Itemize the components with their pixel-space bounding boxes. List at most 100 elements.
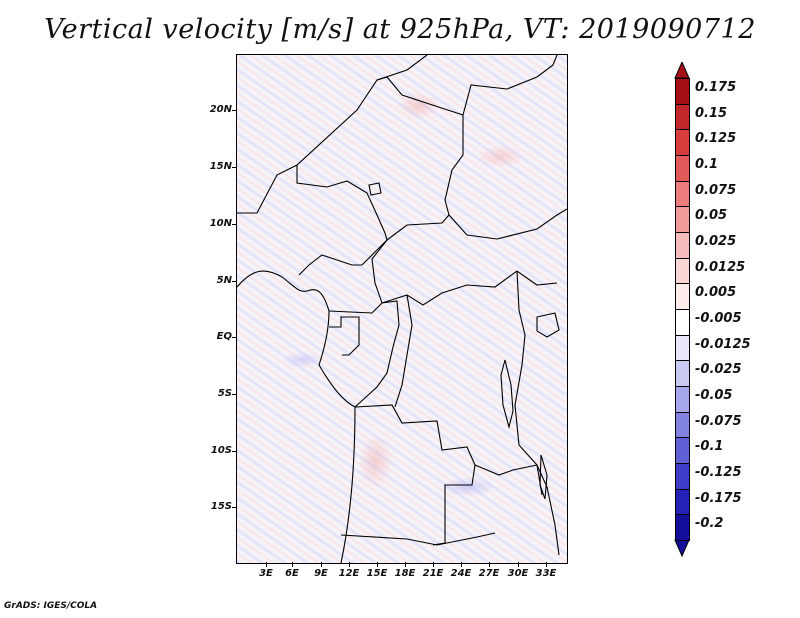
coastline bbox=[237, 270, 356, 563]
lon-tick bbox=[292, 562, 293, 567]
colorbar-tick bbox=[675, 257, 690, 259]
country-borders bbox=[237, 55, 567, 563]
border-east bbox=[536, 464, 560, 556]
colorbar-swatch bbox=[675, 206, 690, 232]
colorbar-tick bbox=[675, 514, 690, 516]
colorbar-bottom-triangle bbox=[674, 539, 690, 558]
lon-label-12e: 12E bbox=[338, 568, 360, 579]
lat-label-20n: 20N bbox=[209, 104, 232, 115]
colorbar-tick bbox=[675, 155, 690, 156]
lat-tick bbox=[232, 394, 237, 395]
colorbar-label: 0.15 bbox=[695, 105, 728, 121]
colorbar-tick bbox=[675, 283, 690, 285]
lon-tick bbox=[266, 562, 267, 567]
border-north-1 bbox=[237, 55, 428, 214]
lon-label-15e: 15E bbox=[366, 568, 388, 579]
lat-label-15n: 15N bbox=[209, 161, 232, 172]
lon-tick bbox=[433, 562, 434, 567]
colorbar-tick bbox=[675, 206, 690, 208]
colorbar-top-triangle bbox=[674, 62, 690, 79]
lon-tick bbox=[321, 562, 322, 567]
border-angola bbox=[354, 404, 476, 546]
colorbar-label: -0.1 bbox=[695, 439, 724, 455]
colorbar-label: 0.075 bbox=[695, 182, 737, 198]
colorbar-label: -0.175 bbox=[695, 490, 742, 506]
lat-tick bbox=[232, 110, 237, 111]
colorbar-swatch bbox=[675, 514, 690, 540]
lat-label-15s: 15S bbox=[210, 501, 232, 512]
colorbar-tick bbox=[675, 488, 690, 490]
colorbar-swatch bbox=[675, 463, 690, 489]
colorbar-tick bbox=[675, 232, 690, 233]
colorbar-tick bbox=[675, 129, 690, 131]
colorbar-swatch bbox=[675, 386, 690, 412]
lat-tick bbox=[232, 507, 237, 508]
colorbar-label: 0.05 bbox=[695, 208, 728, 224]
lat-label-5n: 5N bbox=[216, 275, 232, 286]
colorbar-tick bbox=[675, 103, 690, 105]
colorbar-tick bbox=[675, 540, 690, 541]
grads-credit: GrADS: IGES/COLA bbox=[4, 601, 98, 611]
colorbar-swatch bbox=[675, 78, 690, 105]
colorbar-label: -0.125 bbox=[695, 465, 742, 480]
lat-tick bbox=[232, 281, 237, 282]
lat-label-eq: EQ bbox=[216, 331, 232, 342]
border-zambia bbox=[474, 464, 538, 476]
lat-label-10n: 10N bbox=[209, 218, 232, 229]
colorbar-label: 0.1 bbox=[695, 157, 719, 172]
lon-label-21e: 21E bbox=[422, 568, 444, 579]
border-sahel bbox=[296, 165, 388, 276]
lon-tick bbox=[405, 562, 406, 567]
colorbar-swatch bbox=[675, 283, 690, 309]
lake-victoria bbox=[536, 312, 560, 338]
lon-tick bbox=[546, 562, 547, 567]
colorbar-tick bbox=[675, 411, 690, 413]
border-south bbox=[340, 532, 496, 546]
colorbar-label: -0.075 bbox=[695, 413, 742, 429]
lon-tick bbox=[349, 562, 350, 567]
colorbar-swatch bbox=[675, 232, 690, 258]
colorbar-label: -0.0125 bbox=[695, 336, 751, 352]
colorbar-swatch bbox=[675, 257, 690, 284]
lon-label-3e: 3E bbox=[259, 568, 273, 579]
colorbar-tick bbox=[675, 437, 690, 439]
lon-tick bbox=[377, 562, 378, 567]
border-car bbox=[371, 239, 558, 306]
colorbar-swatch bbox=[675, 488, 690, 515]
lon-label-6e: 6E bbox=[285, 568, 299, 579]
border-north-3 bbox=[462, 55, 558, 116]
lon-tick bbox=[461, 562, 462, 567]
colorbar-tick bbox=[675, 309, 690, 310]
lon-label-9e: 9E bbox=[314, 568, 328, 579]
colorbar-swatch bbox=[675, 129, 690, 155]
lat-tick bbox=[232, 451, 237, 452]
lat-label-10s: 10S bbox=[210, 445, 232, 456]
colorbar-swatch bbox=[675, 411, 690, 438]
border-north-2 bbox=[376, 76, 464, 216]
colorbar-tick bbox=[675, 180, 690, 182]
colorbar-swatch bbox=[675, 155, 690, 181]
colorbar-swatch bbox=[675, 437, 690, 463]
border-drc-north bbox=[394, 294, 413, 408]
colorbar-swatch bbox=[675, 103, 690, 130]
colorbar-label: -0.05 bbox=[695, 388, 733, 403]
map-panel bbox=[236, 54, 568, 564]
colorbar-label: -0.005 bbox=[695, 311, 742, 326]
border-chad bbox=[386, 208, 567, 241]
lon-label-33e: 33E bbox=[535, 568, 557, 579]
lon-tick bbox=[518, 562, 519, 567]
colorbar-tick bbox=[675, 334, 690, 336]
colorbar-tick bbox=[675, 386, 690, 387]
lake-chad bbox=[368, 182, 382, 196]
colorbar-tick bbox=[675, 360, 690, 362]
colorbar-swatch bbox=[675, 309, 690, 335]
lat-label-5s: 5S bbox=[217, 388, 232, 399]
lon-label-30e: 30E bbox=[507, 568, 529, 579]
colorbar-end-triangles bbox=[674, 62, 690, 558]
colorbar-label: 0.025 bbox=[695, 234, 737, 249]
chart-title: Vertical velocity [m/s] at 925hPa, VT: 2… bbox=[44, 14, 756, 45]
colorbar-tick bbox=[675, 463, 690, 464]
colorbar-swatch bbox=[675, 180, 690, 207]
colorbar-label: 0.005 bbox=[695, 285, 737, 301]
lon-tick bbox=[489, 562, 490, 567]
